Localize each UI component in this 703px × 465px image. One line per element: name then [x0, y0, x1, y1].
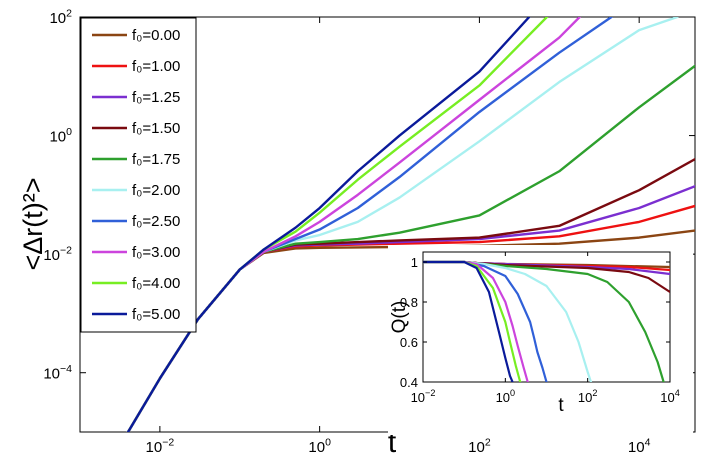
legend-label-8: f₀=4.00	[132, 275, 180, 292]
main-y-tick-label-0: 10−4	[43, 363, 72, 383]
inset-y-label: Q(t)	[389, 301, 410, 334]
legend-label-1: f₀=1.00	[132, 58, 180, 75]
inset-series-lines	[423, 260, 670, 382]
main-y-tick-label-2: 100	[49, 126, 72, 146]
inset-y-tick-label-0: 0.4	[400, 375, 418, 390]
main-x-tick-label-1: 100	[308, 436, 331, 456]
series-line-9	[126, 17, 531, 432]
main-ticks: 10−2 100 102 104 10−4 10−2 100 102	[43, 7, 695, 456]
series-line-9	[423, 260, 514, 382]
inset-x-tick-label-2: 102	[578, 388, 598, 405]
legend: f₀=0.00 f₀=1.00 f₀=1.25 f₀=1.50 f₀=1.75 f₀=2.…	[80, 17, 197, 333]
inset-y-tick-label-3: 1	[411, 255, 418, 270]
main-y-label: <Δr(t)²>	[18, 177, 48, 270]
inset-ticks: 10−2 100 102 104 0.4 0.6 0.8 1	[400, 252, 680, 405]
inset-y-tick-label-2: 0.8	[400, 295, 418, 310]
inset-chart: 10−2 100 102 104 0.4 0.6 0.8 1 t Q(t)	[388, 245, 693, 435]
legend-label-5: f₀=2.00	[132, 182, 180, 199]
main-y-tick-label-3: 102	[49, 7, 72, 27]
inset-x-tick-label-1: 100	[496, 388, 516, 405]
inset-y-tick-label-1: 0.6	[400, 335, 418, 350]
legend-label-4: f₀=1.75	[132, 151, 180, 168]
inset-axes-frame	[422, 251, 671, 383]
main-x-label: t	[388, 426, 397, 459]
inset-x-tick-label-0: 10−2	[411, 388, 436, 405]
main-x-tick-label-3: 104	[628, 436, 651, 456]
inset-x-tick-label-3: 104	[660, 388, 680, 405]
main-x-tick-label-0: 10−2	[146, 436, 175, 456]
legend-label-0: f₀=0.00	[132, 27, 180, 44]
main-series-lines	[126, 17, 695, 432]
legend-box	[80, 17, 197, 333]
inset-x-label: t	[558, 395, 564, 416]
legend-label-3: f₀=1.50	[132, 120, 180, 137]
legend-label-6: f₀=2.50	[132, 213, 180, 230]
legend-label-2: f₀=1.25	[132, 89, 180, 106]
legend-label-7: f₀=3.00	[132, 244, 180, 261]
legend-label-9: f₀=5.00	[132, 306, 180, 323]
main-y-tick-label-1: 10−2	[43, 244, 72, 264]
main-x-tick-label-2: 102	[468, 436, 491, 456]
legend-items: f₀=0.00 f₀=1.00 f₀=1.25 f₀=1.50 f₀=1.75 f₀=2.…	[92, 27, 180, 323]
